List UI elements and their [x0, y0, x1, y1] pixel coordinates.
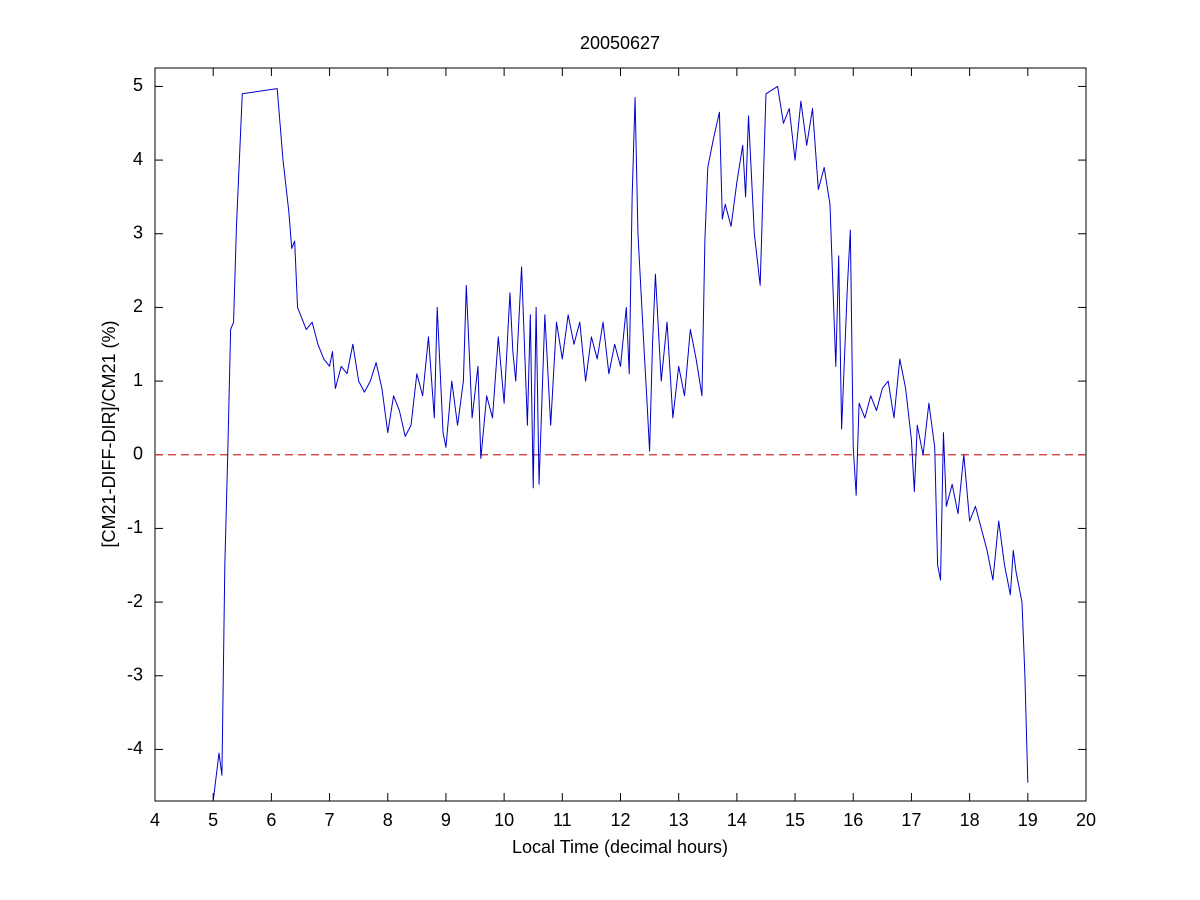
x-tick-label: 12: [610, 810, 630, 830]
x-tick-label: 15: [785, 810, 805, 830]
y-tick-label: -2: [127, 591, 143, 611]
x-tick-label: 13: [669, 810, 689, 830]
y-tick-label: 5: [133, 75, 143, 95]
x-tick-label: 8: [383, 810, 393, 830]
y-tick-label: -4: [127, 738, 143, 758]
x-tick-label: 20: [1076, 810, 1096, 830]
x-axis-label: Local Time (decimal hours): [512, 837, 728, 857]
x-tick-label: 6: [266, 810, 276, 830]
y-tick-label: -1: [127, 517, 143, 537]
x-tick-label: 9: [441, 810, 451, 830]
x-tick-label: 18: [960, 810, 980, 830]
x-tick-label: 17: [901, 810, 921, 830]
y-tick-label: 4: [133, 149, 143, 169]
x-tick-label: 10: [494, 810, 514, 830]
y-tick-label: 0: [133, 444, 143, 464]
x-tick-label: 4: [150, 810, 160, 830]
y-tick-label: -3: [127, 665, 143, 685]
x-tick-label: 19: [1018, 810, 1038, 830]
y-tick-label: 1: [133, 370, 143, 390]
y-tick-label: 2: [133, 296, 143, 316]
plot-area: [154, 67, 1087, 802]
x-tick-label: 5: [208, 810, 218, 830]
data-line: [212, 85, 1029, 802]
x-tick-label: 16: [843, 810, 863, 830]
x-tick-label: 7: [325, 810, 335, 830]
y-tick-label: 3: [133, 223, 143, 243]
x-tick-label: 11: [553, 810, 572, 830]
chart-title: 20050627: [580, 33, 660, 53]
x-tick-label: 14: [727, 810, 747, 830]
y-axis-label: [CM21-DIFF-DIR]/CM21 (%): [99, 320, 119, 547]
